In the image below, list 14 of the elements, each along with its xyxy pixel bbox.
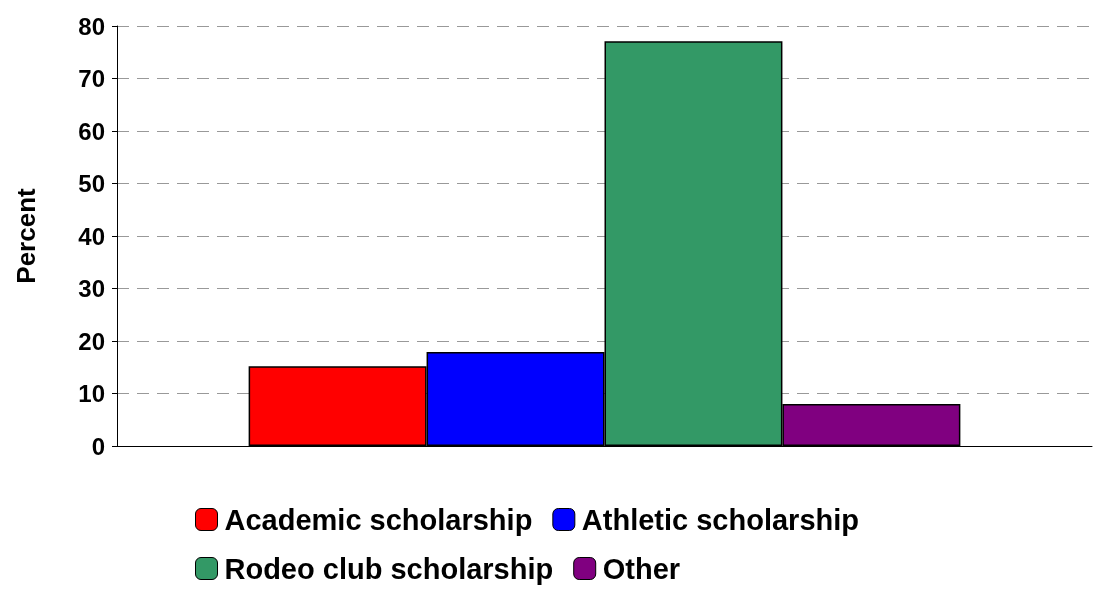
y-tick-label: 80 <box>78 12 105 40</box>
y-tick-label: 70 <box>78 65 105 92</box>
legend-label: Rodeo club scholarship <box>224 552 554 585</box>
y-tick-label: 20 <box>78 327 105 355</box>
y-tick-label: 50 <box>78 170 105 197</box>
legend-label: Other <box>602 552 681 585</box>
legend-label: Academic scholarship <box>224 503 533 536</box>
y-tick-label: 10 <box>78 380 105 407</box>
y-tick-label: 30 <box>78 275 105 302</box>
y-tick-label: 60 <box>78 117 105 145</box>
y-tick-label: 0 <box>91 432 105 460</box>
y-axis-title: Percent <box>11 187 41 284</box>
y-tick-label: 40 <box>78 222 105 250</box>
legend-label: Athletic scholarship <box>581 503 860 536</box>
